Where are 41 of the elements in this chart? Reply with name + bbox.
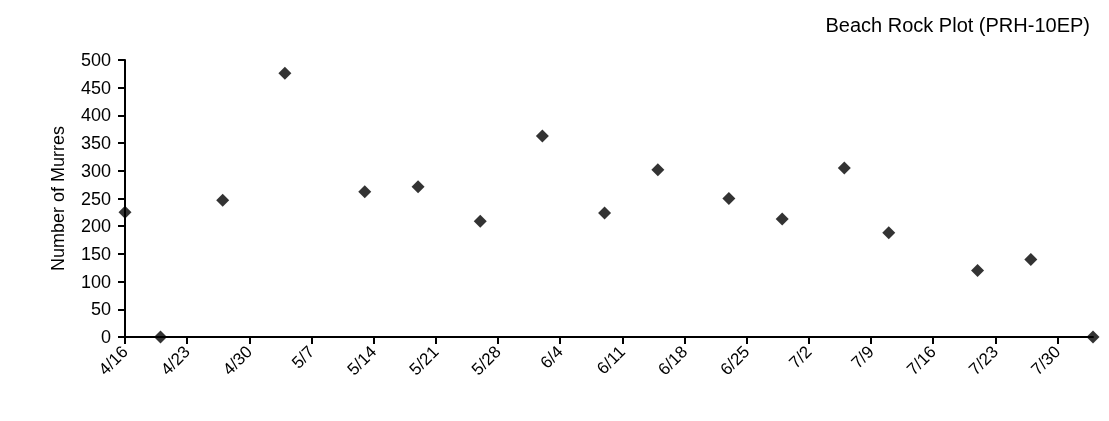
point bbox=[775, 212, 789, 226]
y-tick-label: 450 bbox=[80, 77, 111, 98]
point bbox=[154, 330, 168, 344]
y-tick-label: 350 bbox=[80, 133, 111, 154]
x-tick-label: 7/9 bbox=[847, 342, 878, 373]
point bbox=[535, 129, 549, 143]
point bbox=[971, 264, 985, 278]
y-axis-title: Number of Murres bbox=[48, 125, 68, 272]
y-tick-label: 50 bbox=[90, 299, 111, 320]
point bbox=[1086, 330, 1100, 344]
x-tick-label: 6/18 bbox=[654, 342, 692, 380]
point bbox=[118, 205, 132, 219]
point bbox=[411, 180, 425, 194]
x-tick-label: 5/21 bbox=[405, 342, 443, 380]
x-tick-label: 7/23 bbox=[965, 342, 1003, 380]
point bbox=[722, 192, 736, 205]
x-tick-label: 6/11 bbox=[593, 342, 630, 379]
x-tick-label: 6/4 bbox=[536, 342, 567, 373]
point bbox=[473, 214, 487, 228]
point bbox=[278, 66, 292, 80]
y-tick-label: 200 bbox=[80, 216, 111, 237]
y-tick-label: 300 bbox=[80, 160, 111, 181]
x-tick-label: 5/7 bbox=[288, 342, 319, 373]
y-tick-label: 400 bbox=[80, 105, 111, 126]
chart-title: Beach Rock Plot (PRH-10EP) bbox=[825, 14, 1091, 36]
y-tick-label: 250 bbox=[80, 188, 111, 209]
point bbox=[216, 193, 230, 207]
point bbox=[358, 185, 372, 199]
y-tick-label: 500 bbox=[80, 50, 111, 70]
point bbox=[882, 226, 896, 240]
point bbox=[651, 163, 665, 177]
x-tick-label: 7/30 bbox=[1027, 342, 1065, 380]
x-tick-label: 4/23 bbox=[157, 342, 194, 380]
x-tick-label: 7/16 bbox=[903, 342, 940, 380]
y-tick-label: 150 bbox=[80, 243, 111, 264]
point bbox=[1024, 252, 1038, 266]
x-tick-label: 4/30 bbox=[219, 342, 257, 380]
y-tick-label: 100 bbox=[80, 271, 111, 292]
point bbox=[598, 206, 612, 220]
x-tick-label: 7/2 bbox=[785, 342, 816, 373]
point bbox=[837, 161, 851, 175]
